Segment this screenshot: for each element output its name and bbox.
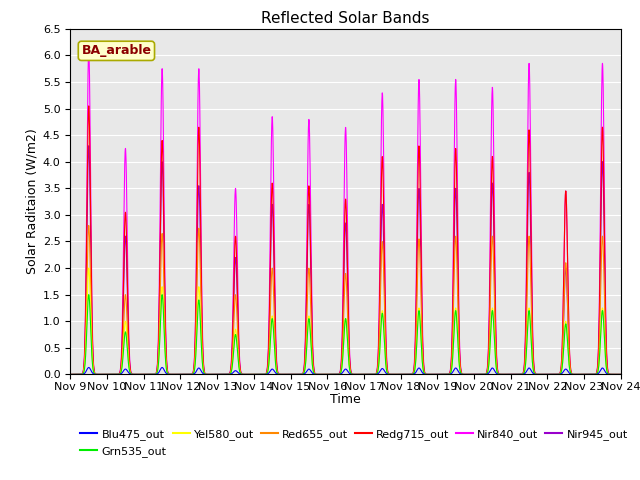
Blu475_out bbox=[162, 370, 170, 376]
Grn535_out bbox=[301, 361, 309, 367]
Grn535_out bbox=[606, 372, 614, 377]
Blu475_out bbox=[278, 372, 285, 377]
Redg715_out bbox=[162, 347, 170, 352]
Grn535_out bbox=[617, 372, 625, 377]
Line: Nir840_out: Nir840_out bbox=[70, 50, 621, 374]
Yel580_out bbox=[85, 265, 93, 271]
Red655_out bbox=[606, 372, 614, 377]
Nir945_out bbox=[278, 372, 285, 377]
Red655_out bbox=[129, 372, 137, 377]
Nir945_out bbox=[617, 372, 625, 377]
Redg715_out bbox=[129, 372, 137, 377]
Nir945_out bbox=[162, 349, 170, 355]
Blu475_out bbox=[547, 372, 555, 377]
Grn535_out bbox=[278, 372, 285, 377]
Nir840_out bbox=[606, 372, 614, 377]
Line: Nir945_out: Nir945_out bbox=[70, 146, 621, 374]
Yel580_out bbox=[162, 362, 170, 368]
Nir840_out bbox=[278, 372, 285, 377]
Red655_out bbox=[67, 372, 74, 377]
Nir840_out bbox=[67, 372, 74, 377]
Legend: Blu475_out, Grn535_out, Yel580_out, Red655_out, Redg715_out, Nir840_out, Nir945_: Blu475_out, Grn535_out, Yel580_out, Red6… bbox=[76, 425, 632, 461]
Yel580_out bbox=[617, 372, 625, 377]
Blu475_out bbox=[617, 372, 625, 377]
Nir840_out bbox=[162, 339, 170, 345]
Red655_out bbox=[547, 372, 555, 377]
Red655_out bbox=[301, 353, 309, 359]
Nir945_out bbox=[129, 372, 137, 377]
Nir840_out bbox=[85, 47, 93, 53]
Red655_out bbox=[85, 223, 93, 228]
Blu475_out bbox=[301, 370, 309, 376]
X-axis label: Time: Time bbox=[330, 394, 361, 407]
Yel580_out bbox=[606, 372, 614, 377]
Nir840_out bbox=[547, 372, 555, 377]
Nir945_out bbox=[67, 372, 74, 377]
Text: BA_arable: BA_arable bbox=[81, 44, 152, 57]
Nir840_out bbox=[301, 326, 309, 332]
Line: Red655_out: Red655_out bbox=[70, 226, 621, 374]
Nir840_out bbox=[617, 372, 625, 377]
Y-axis label: Solar Raditaion (W/m2): Solar Raditaion (W/m2) bbox=[26, 129, 39, 275]
Grn535_out bbox=[129, 372, 137, 377]
Redg715_out bbox=[67, 372, 74, 377]
Line: Grn535_out: Grn535_out bbox=[70, 295, 621, 374]
Yel580_out bbox=[278, 372, 285, 377]
Nir945_out bbox=[301, 341, 309, 347]
Blu475_out bbox=[129, 372, 137, 377]
Grn535_out bbox=[162, 363, 170, 369]
Nir945_out bbox=[606, 372, 614, 377]
Line: Yel580_out: Yel580_out bbox=[70, 268, 621, 374]
Nir945_out bbox=[547, 372, 555, 377]
Blu475_out bbox=[85, 365, 93, 371]
Redg715_out bbox=[606, 372, 614, 377]
Nir945_out bbox=[85, 143, 93, 149]
Redg715_out bbox=[547, 372, 555, 377]
Yel580_out bbox=[67, 372, 74, 377]
Blu475_out bbox=[67, 372, 74, 377]
Grn535_out bbox=[547, 372, 555, 377]
Red655_out bbox=[162, 357, 170, 362]
Blu475_out bbox=[606, 372, 614, 377]
Yel580_out bbox=[547, 372, 555, 377]
Grn535_out bbox=[85, 292, 93, 298]
Title: Reflected Solar Bands: Reflected Solar Bands bbox=[261, 11, 430, 26]
Redg715_out bbox=[617, 372, 625, 377]
Redg715_out bbox=[85, 103, 93, 109]
Red655_out bbox=[278, 372, 285, 377]
Nir840_out bbox=[129, 372, 137, 377]
Yel580_out bbox=[301, 361, 309, 367]
Yel580_out bbox=[129, 372, 137, 377]
Redg715_out bbox=[301, 338, 309, 344]
Red655_out bbox=[617, 372, 625, 377]
Redg715_out bbox=[278, 372, 285, 377]
Grn535_out bbox=[67, 372, 74, 377]
Line: Blu475_out: Blu475_out bbox=[70, 368, 621, 374]
Line: Redg715_out: Redg715_out bbox=[70, 106, 621, 374]
